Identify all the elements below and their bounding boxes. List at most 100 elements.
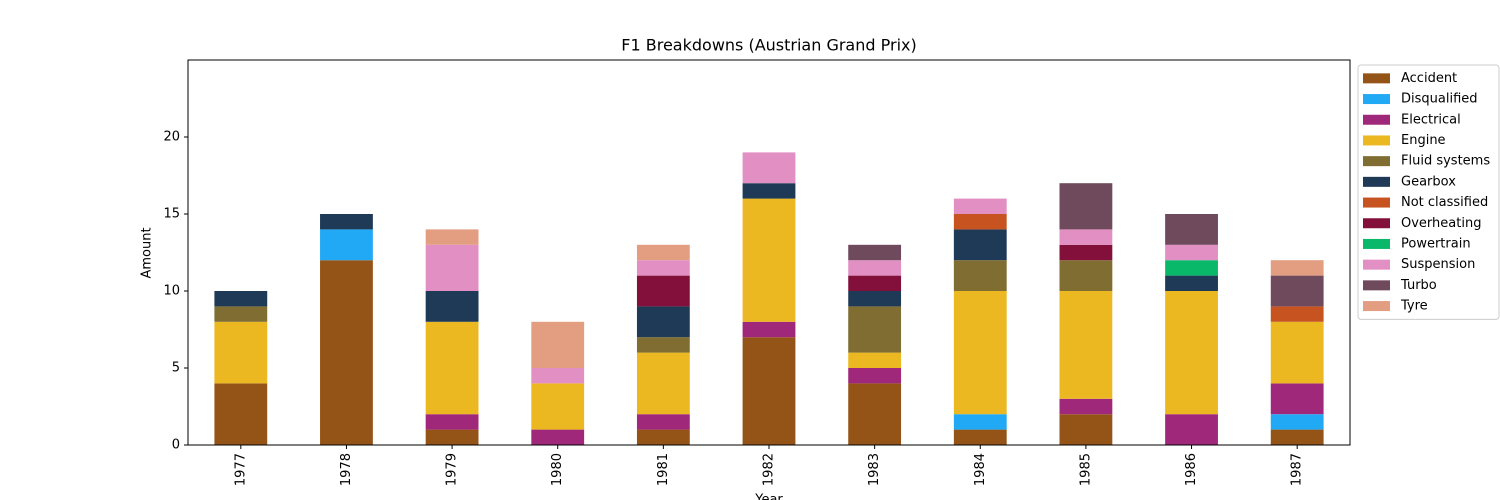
bar-segment [214,321,268,384]
bar-segment [953,291,1007,415]
bar-segment [531,321,585,368]
bar-segment [1059,398,1113,415]
bar-segment [1059,414,1113,445]
bar-segment [1270,306,1324,322]
bar-segment [953,214,1007,230]
chart-title: F1 Breakdowns (Austrian Grand Prix) [621,36,916,55]
bar-segment [1165,214,1218,245]
x-tick-label: 1983 [867,453,882,486]
bar-segment [425,321,479,415]
y-axis-label: Amount [140,227,155,278]
bar-segment [848,291,902,307]
legend-label: Powertrain [1401,236,1471,251]
bar-segment [953,414,1007,430]
bar-segment [848,306,902,353]
bar-segment [848,368,902,384]
bar-segment [1059,229,1113,245]
x-tick-label: 1979 [445,453,460,486]
x-tick-label: 1984 [973,453,988,486]
x-tick-label: 1987 [1290,453,1305,486]
bar-segment [1165,260,1218,276]
bar-segment [636,260,690,276]
bar-segment [636,275,690,307]
x-tick-label: 1986 [1184,453,1199,486]
bar-segment [214,291,268,307]
legend-label: Tyre [1400,299,1428,314]
x-axis-label: Year [754,493,783,500]
bar-segment [425,414,479,430]
legend-label: Fluid systems [1401,154,1490,169]
legend-label: Engine [1401,133,1446,148]
bar-segment [425,229,479,245]
bar-segment [1059,260,1113,291]
y-tick-label: 15 [163,207,180,222]
bar-segment [1270,383,1324,415]
bar-segment [214,383,268,445]
legend-swatch [1363,280,1390,291]
legend-label: Gearbox [1401,174,1456,189]
x-tick-label: 1982 [762,453,777,486]
bar-segment [636,337,690,353]
bar-segment [1270,429,1324,445]
y-tick-label: 20 [163,130,180,145]
bar-segment [531,429,585,445]
bar-segment [1165,291,1218,415]
bar-segment [320,214,373,230]
bar-segment [848,352,902,368]
bar-segment [425,291,479,322]
legend-swatch [1363,301,1390,312]
bar-segment [848,275,902,291]
bar-segment [425,429,479,445]
legend-swatch [1363,218,1390,229]
bar-segment [953,198,1007,214]
bar-segment [1270,321,1324,384]
legend-swatch [1363,197,1390,208]
bar-segment [1165,244,1218,261]
legend-swatch [1363,135,1390,146]
bar-segment [1165,275,1218,291]
bar-segment [636,352,690,415]
bar-segment [636,306,690,338]
x-tick-label: 1981 [656,453,671,486]
bar-segment [636,414,690,430]
legend-label: Accident [1401,71,1457,86]
legend-label: Suspension [1401,257,1475,272]
bar-segment [848,383,902,445]
x-tick-label: 1977 [233,453,248,486]
legend-frame [1357,64,1500,320]
legend-label: Turbo [1400,278,1437,293]
y-tick-label: 5 [172,361,180,376]
bar-segment [848,260,902,276]
bar-segment [1270,260,1324,276]
legend-swatch [1363,114,1390,125]
legend-label: Not classified [1401,195,1488,210]
bar-segment [953,429,1007,445]
bar-segment [1059,244,1113,261]
legend-swatch [1363,176,1390,187]
y-tick-label: 10 [163,284,180,299]
bar-segment [742,183,796,199]
bar-segment [1165,414,1218,445]
bar-segment [742,337,796,445]
bar-segment [1059,291,1113,399]
legend-swatch [1363,73,1390,84]
bar-segment [531,383,585,430]
bar-segment [953,229,1007,261]
bar-segment [531,368,585,384]
bar-segment [636,244,690,261]
bar-segment [953,260,1007,291]
bar-segment [848,244,902,261]
bar-segment [1270,275,1324,307]
bar-segment [1059,183,1113,230]
bar-segment [636,429,690,445]
legend-label: Overheating [1401,216,1481,231]
y-tick-label: 0 [172,438,180,453]
plot-frame [187,59,1351,446]
x-tick-label: 1978 [339,453,354,486]
legend-label: Electrical [1401,112,1461,127]
bar-segment [742,321,796,338]
legend-swatch [1363,238,1390,249]
bar-segment [425,244,479,291]
legend-swatch [1363,259,1390,270]
bar-segment [320,229,373,261]
